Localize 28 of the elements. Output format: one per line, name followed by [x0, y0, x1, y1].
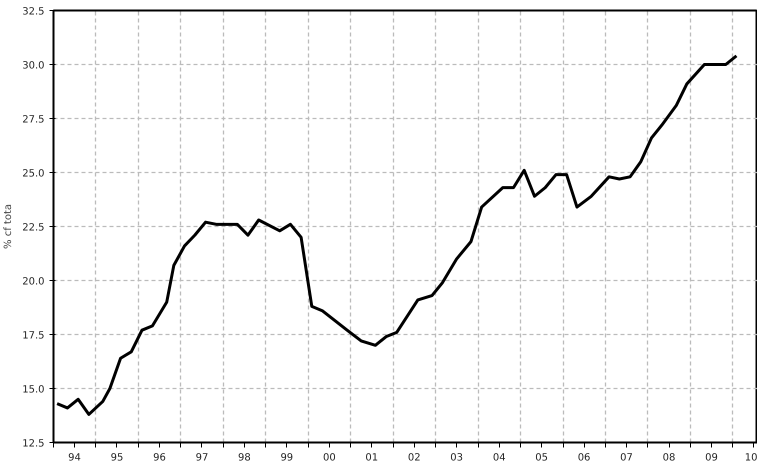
y-tick-label: 15.0 — [22, 384, 44, 396]
x-tick-label: 02 — [408, 452, 421, 464]
x-tick-label: 04 — [492, 452, 506, 464]
x-tick-label: 07 — [620, 452, 633, 464]
x-tick-label: 99 — [280, 452, 294, 464]
y-tick-label: 25.0 — [22, 168, 44, 180]
x-tick-label: 10 — [744, 452, 757, 464]
x-tick-label: 03 — [450, 452, 464, 464]
line-series — [56, 54, 738, 416]
x-tick-label: 95 — [110, 452, 124, 464]
y-tick-label: 30.0 — [22, 60, 44, 72]
y-tick-label: 12.5 — [22, 438, 44, 450]
x-tick-label: 06 — [578, 452, 590, 464]
x-tick-label: 09 — [705, 452, 718, 464]
x-tick-label: 98 — [238, 452, 251, 464]
y-tick-label: 32.5 — [22, 6, 44, 18]
x-tick-label: 00 — [322, 452, 336, 464]
y-tick-label: 27.5 — [22, 114, 44, 126]
y-tick-label: 17.5 — [22, 330, 44, 342]
x-tick-label: 97 — [196, 452, 208, 464]
x-tick-label: 94 — [68, 452, 81, 464]
x-tick-label: 01 — [365, 452, 378, 464]
y-tick-label: 22.5 — [22, 222, 44, 234]
x-tick-label: 08 — [662, 452, 676, 464]
y-axis-title: % cf tota — [3, 204, 14, 249]
x-tick-label: 05 — [535, 452, 548, 464]
x-tick-label: 96 — [153, 452, 166, 464]
y-tick-label: 20.0 — [22, 276, 44, 288]
